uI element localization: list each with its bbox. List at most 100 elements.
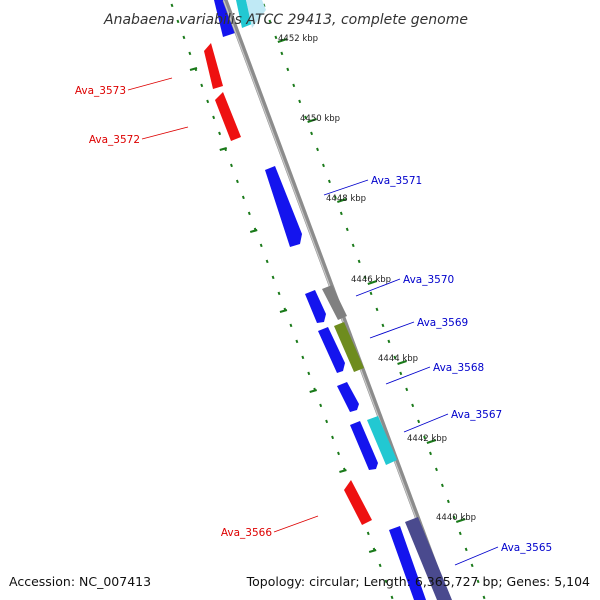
tick-dot-outer: [218, 131, 222, 136]
tick-dot-outer: [378, 563, 382, 568]
scale-label: 4448 kbp: [326, 194, 366, 204]
gene-label-ava-3568[interactable]: Ava_3568: [433, 362, 484, 374]
tick-dot-outer: [265, 259, 269, 264]
gene-partial-top-cyan[interactable]: [236, 0, 252, 28]
tick-mark-major-outer: [279, 308, 288, 314]
tick-dot-inner: [435, 467, 438, 472]
tick-dot-outer: [200, 83, 204, 88]
tick-dot-inner: [351, 243, 355, 248]
tick-dot-inner: [470, 563, 474, 568]
tick-dot-outer: [241, 195, 245, 200]
tick-dot-inner: [286, 67, 290, 72]
gene-label-ava-3573[interactable]: Ava_3573: [75, 85, 126, 97]
tick-dot-inner: [298, 99, 302, 104]
tick-dot-inner: [393, 355, 397, 360]
tick-dot-inner: [274, 35, 278, 40]
label-leaders: [127, 77, 499, 566]
tick-dot-inner: [464, 547, 468, 552]
tick-mark-major-outer: [339, 468, 347, 474]
gene-ava-3566[interactable]: [344, 480, 372, 525]
tick-dot-outer: [212, 115, 216, 120]
tick-dot-inner: [399, 371, 403, 376]
scale-label: 4446 kbp: [351, 275, 391, 285]
map-title: Anabaena variabilis ATCC 29413, complete…: [103, 12, 468, 28]
tick-marks: [189, 37, 466, 554]
tick-dot-inner: [292, 83, 296, 88]
tick-dot-inner: [417, 419, 421, 424]
tick-mark-major: [426, 438, 437, 445]
tick-dot-inner: [440, 483, 444, 488]
gene-blue-3569a[interactable]: [318, 327, 345, 373]
gene-ava-3570[interactable]: [322, 285, 347, 320]
gene-ava-3567[interactable]: [367, 416, 397, 465]
tick-dot-inner: [268, 19, 272, 24]
gene-label-ava-3572[interactable]: Ava_3572: [89, 134, 140, 146]
tick-dot-outer: [188, 51, 192, 56]
tick-dot-outer: [289, 323, 293, 328]
tick-dot-outer: [319, 403, 323, 408]
tick-mark-major-outer: [249, 228, 258, 234]
gene-features: [204, 43, 452, 600]
tick-dot-inner: [280, 51, 284, 56]
tick-dot-inner: [363, 275, 367, 280]
tick-dot-inner: [411, 403, 415, 408]
scale-labels: 4452 kbp 4450 kbp 4448 kbp 4446 kbp 4444…: [278, 34, 476, 523]
genome-summary-text: Topology: circular; Length: 6,365,727 bp…: [246, 574, 590, 589]
tick-mark-major-outer: [189, 66, 198, 72]
gene-label-ava-3565[interactable]: Ava_3565: [501, 542, 552, 554]
tick-dot-inner: [345, 227, 349, 232]
gene-ava-3569[interactable]: [334, 322, 364, 372]
tick-dot-outer: [182, 35, 186, 40]
tick-dot-outer: [170, 3, 174, 8]
tick-dot-outer: [337, 451, 340, 456]
tick-dot-outer: [325, 419, 329, 424]
gene-ava-3572[interactable]: [215, 92, 241, 141]
gene-label-ava-3570[interactable]: Ava_3570: [403, 274, 454, 286]
partial-features-top: [214, 0, 266, 37]
tick-dot-outer: [301, 355, 305, 360]
tick-mark-major: [307, 117, 317, 124]
accession-text: Accession: NC_007413: [9, 574, 151, 589]
scale-label: 4450 kbp: [300, 114, 340, 124]
tick-dot-inner: [316, 147, 319, 152]
gene-partial-top-lightcyan[interactable]: [246, 0, 266, 28]
tick-dot-inner: [387, 339, 391, 344]
tick-dot-outer: [295, 339, 299, 344]
tick-mark-major: [455, 517, 466, 524]
gene-label-ava-3571[interactable]: Ava_3571: [371, 175, 422, 187]
tick-dot-outer: [331, 435, 335, 440]
tick-dot-outer: [271, 275, 275, 280]
scale-label: 4452 kbp: [278, 34, 318, 44]
gene-blue-3570a[interactable]: [305, 290, 326, 323]
tick-mark-major-outer: [219, 146, 228, 152]
gene-ava-3568[interactable]: [337, 382, 359, 412]
tick-dot-inner: [357, 259, 361, 264]
tick-dot-inner: [327, 179, 331, 184]
gene-ava-3573[interactable]: [204, 43, 223, 89]
tick-mark-major-outer: [368, 548, 377, 554]
gene-ava-3571[interactable]: [265, 166, 302, 247]
tick-dot-inner: [446, 499, 450, 504]
gene-label-ava-3569[interactable]: Ava_3569: [417, 317, 468, 329]
tick-mark-major: [367, 279, 378, 286]
gene-ava-3565[interactable]: [405, 517, 452, 600]
tick-dot-inner: [452, 515, 456, 520]
gene-blue-3567a[interactable]: [350, 421, 378, 470]
tick-dot-inner: [482, 595, 486, 600]
tick-dot-outer: [206, 99, 210, 104]
tick-dot-inner: [423, 435, 427, 440]
tick-dot-outer: [230, 163, 233, 168]
scale-label: 4442 kbp: [407, 434, 447, 444]
tick-dots: [170, 3, 486, 600]
gene-blue-3565a[interactable]: [389, 526, 426, 600]
gene-partial-top-blue[interactable]: [214, 0, 235, 37]
tick-dot-inner: [369, 291, 373, 296]
tick-dot-inner: [304, 115, 308, 120]
gene-label-ava-3566[interactable]: Ava_3566: [221, 527, 273, 539]
tick-dot-inner: [381, 323, 385, 328]
scale-label: 4440 kbp: [436, 513, 476, 523]
tick-dot-outer: [176, 19, 180, 24]
tick-dot-inner: [476, 579, 480, 584]
gene-label-ava-3567[interactable]: Ava_3567: [451, 409, 502, 421]
